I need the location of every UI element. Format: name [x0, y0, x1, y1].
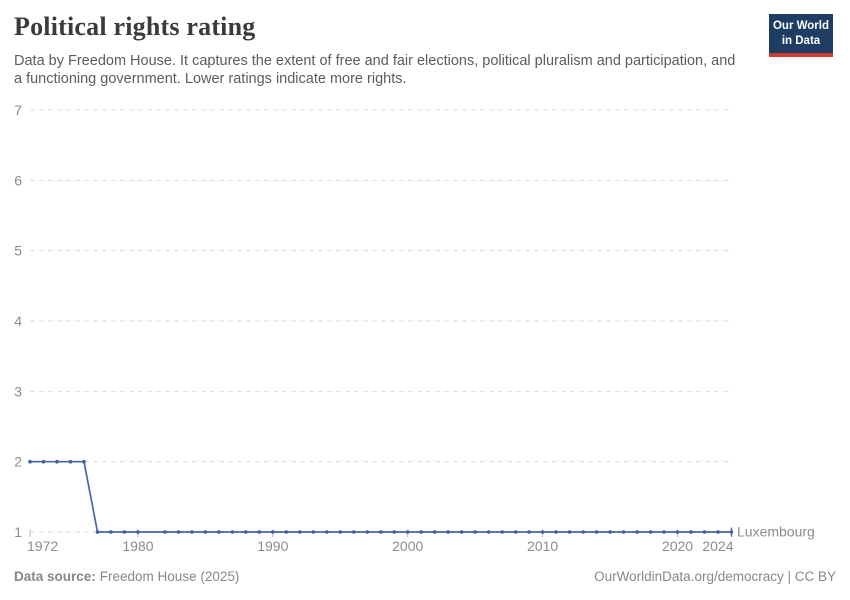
data-point-1996: [352, 530, 356, 534]
data-point-1989: [257, 530, 262, 534]
data-point-2020: [675, 530, 680, 534]
series-luxembourg[interactable]: Luxembourg: [28, 459, 815, 540]
data-point-2017: [635, 530, 639, 534]
data-point-1976: [82, 459, 86, 464]
footer-link[interactable]: OurWorldinData.org/democracy | CC BY: [594, 569, 836, 584]
data-point-2013: [581, 530, 585, 534]
data-point-1975: [68, 459, 73, 464]
data-point-1984: [190, 530, 194, 534]
data-point-2008: [513, 530, 518, 534]
data-point-2016: [621, 530, 626, 534]
data-point-2005: [473, 530, 478, 534]
data-point-2019: [662, 530, 666, 534]
x-axis-label-2024: 2024: [702, 538, 733, 554]
data-point-2010: [540, 530, 545, 534]
data-point-2004: [459, 530, 464, 534]
y-axis-label-2: 2: [14, 454, 22, 470]
chart-footer: Data source: Freedom House (2025) OurWorl…: [14, 569, 836, 584]
data-point-1998: [379, 530, 383, 534]
data-point-2021: [689, 530, 693, 534]
owid-logo-line1: Our World: [772, 20, 829, 32]
data-point-2011: [554, 530, 558, 534]
y-axis-label-7: 7: [14, 102, 22, 118]
data-point-2006: [486, 530, 491, 534]
data-point-1983: [176, 530, 181, 534]
x-axis-label-1980: 1980: [122, 538, 153, 554]
data-point-1987: [230, 530, 235, 534]
data-point-1973: [41, 459, 46, 464]
data-point-2007: [500, 530, 505, 534]
data-point-1994: [325, 530, 329, 534]
data-point-2018: [648, 530, 653, 534]
series-line: [29, 460, 733, 533]
data-point-1990: [271, 530, 275, 534]
data-point-1988: [244, 530, 248, 534]
x-axis-label-2000: 2000: [392, 538, 423, 554]
y-gridlines: 1 2 3 4 5 6 7: [14, 102, 733, 540]
x-axis-label-2010: 2010: [527, 538, 558, 554]
y-axis-label-3: 3: [14, 383, 22, 399]
data-point-1979: [122, 530, 127, 534]
data-source-value: Freedom House (2025): [99, 569, 240, 584]
data-point-2012: [567, 530, 572, 534]
data-point-2022: [702, 530, 707, 534]
data-point-1997: [365, 530, 370, 534]
owid-logo-line2: in Data: [781, 34, 821, 47]
x-axis-label-1972: 1972: [27, 538, 58, 554]
y-axis-label-1: 1: [14, 524, 22, 540]
data-point-1985: [203, 530, 208, 534]
chart-subtitle: Data by Freedom House. It captures the e…: [14, 53, 736, 87]
x-axis-label-1990: 1990: [257, 538, 288, 554]
data-point-1974: [55, 459, 59, 464]
entity-label[interactable]: Luxembourg: [737, 524, 815, 540]
owid-logo[interactable]: Our World in Data: [769, 14, 833, 57]
data-point-1993: [311, 530, 316, 534]
y-axis-label-5: 5: [14, 243, 22, 259]
data-point-2015: [608, 530, 612, 534]
data-point-1977: [95, 530, 100, 534]
data-point-2000: [405, 530, 410, 534]
data-point-1972: [28, 459, 32, 464]
y-axis-label-4: 4: [14, 313, 22, 329]
y-axis-label-6: 6: [14, 172, 22, 188]
data-point-2009: [527, 530, 531, 534]
data-point-2014: [594, 530, 599, 534]
data-point-1991: [284, 530, 289, 534]
data-source-label: Data source:: [14, 569, 96, 584]
data-point-2003: [446, 530, 451, 534]
data-point-1999: [392, 530, 397, 534]
data-point-1995: [338, 530, 343, 534]
data-point-1982: [163, 530, 167, 534]
x-axis-label-2020: 2020: [662, 538, 693, 554]
data-point-2001: [419, 530, 424, 534]
data-source-note: Data source: Freedom House (2025): [14, 569, 239, 584]
data-point-2023: [716, 530, 720, 534]
data-point-1980: [136, 530, 140, 534]
data-point-1986: [217, 530, 221, 534]
data-point-1992: [298, 530, 302, 534]
page-title: Political rights rating: [14, 12, 256, 41]
data-point-1978: [109, 530, 113, 534]
data-point-2002: [432, 530, 437, 534]
